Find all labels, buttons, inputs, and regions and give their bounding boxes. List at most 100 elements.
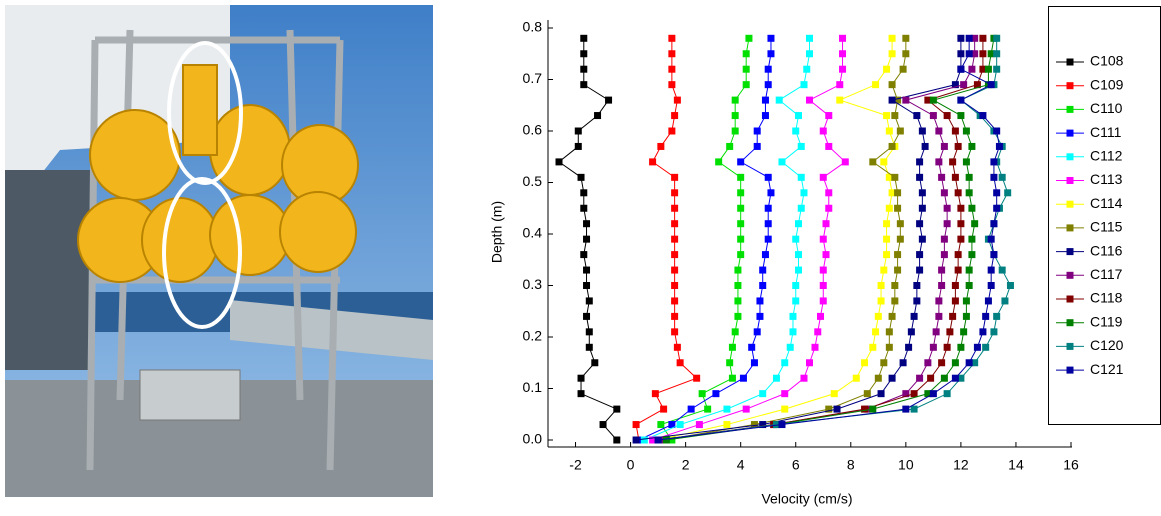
point [957, 65, 965, 73]
point [668, 436, 676, 444]
point [910, 312, 918, 320]
point [951, 127, 959, 135]
point [979, 112, 987, 120]
point [968, 204, 976, 212]
point [839, 50, 847, 58]
point [971, 50, 979, 58]
point [984, 297, 992, 305]
point [979, 328, 987, 336]
point [924, 359, 932, 367]
point [957, 204, 965, 212]
legend-marker [1066, 153, 1074, 161]
point [993, 312, 1001, 320]
point [957, 34, 965, 42]
legend-label: C116 [1090, 242, 1123, 258]
point [929, 390, 937, 398]
point [990, 328, 998, 336]
point [987, 266, 995, 274]
legend-label: C114 [1090, 195, 1123, 211]
point [916, 251, 924, 259]
point [902, 390, 910, 398]
legend-label: C117 [1090, 266, 1123, 282]
point [891, 297, 899, 305]
point [825, 189, 833, 197]
point [657, 142, 665, 150]
ship-side [5, 170, 90, 370]
point [580, 34, 588, 42]
point [833, 405, 841, 413]
floats [77, 64, 359, 283]
point [574, 142, 582, 150]
point [839, 34, 847, 42]
point [885, 328, 893, 336]
point [723, 405, 731, 413]
point [591, 359, 599, 367]
legend-marker [1066, 366, 1074, 374]
point [649, 158, 657, 166]
point [574, 127, 582, 135]
point [940, 374, 948, 382]
point [739, 374, 747, 382]
point [671, 328, 679, 336]
point [971, 359, 979, 367]
legend-marker [1066, 342, 1074, 350]
point [874, 374, 882, 382]
point [932, 328, 940, 336]
point [781, 359, 789, 367]
point [899, 359, 907, 367]
point [662, 436, 670, 444]
point [742, 81, 750, 89]
point [594, 112, 602, 120]
point [982, 343, 990, 351]
point [654, 436, 662, 444]
point [737, 235, 745, 243]
point [954, 142, 962, 150]
point [894, 251, 902, 259]
point [797, 173, 805, 181]
point [894, 204, 902, 212]
point [938, 282, 946, 289]
point [954, 189, 962, 197]
point [962, 312, 970, 320]
point [935, 297, 943, 305]
point [580, 50, 588, 58]
point [973, 81, 981, 89]
x-tick-label: 6 [792, 457, 800, 473]
y-tick-label: 0.2 [523, 328, 543, 344]
point [943, 343, 951, 351]
point [583, 282, 591, 289]
point [806, 96, 813, 104]
point [913, 297, 921, 305]
point [742, 50, 750, 58]
point [734, 266, 742, 274]
point [731, 328, 739, 336]
point [863, 390, 871, 398]
point [877, 390, 885, 398]
point [968, 251, 976, 259]
y-tick-label: 0.3 [523, 276, 543, 292]
point [734, 297, 742, 305]
point [715, 158, 723, 166]
point [794, 220, 802, 228]
point [671, 112, 679, 120]
y-tick-label: 0.4 [523, 225, 543, 241]
point [1006, 282, 1014, 289]
point [902, 405, 910, 413]
point [698, 390, 706, 398]
point [957, 235, 965, 243]
point [929, 112, 937, 120]
point [899, 65, 907, 73]
point [800, 81, 808, 89]
point [745, 34, 753, 42]
legend-label: C108 [1090, 53, 1124, 69]
point [806, 34, 813, 42]
y-tick-label: 0.5 [523, 173, 543, 189]
point [951, 359, 959, 367]
point [916, 266, 924, 274]
point [734, 282, 742, 289]
point [987, 81, 995, 89]
point [583, 312, 591, 320]
point [825, 142, 833, 150]
point [940, 235, 948, 243]
point [764, 173, 772, 181]
